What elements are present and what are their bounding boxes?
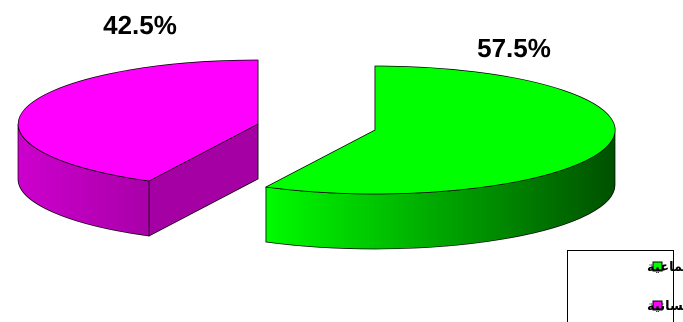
slice-1-top	[17, 59, 259, 182]
data-label-0: 57.5%	[477, 33, 551, 63]
legend-label-0: علوم اجتماعية	[647, 260, 683, 275]
legend-swatch-1	[652, 300, 663, 311]
data-label-1: 42.5%	[103, 10, 177, 40]
pie-slice-0	[264, 65, 616, 250]
legend: علوم اجتماعية علوم إنسانية	[567, 250, 683, 322]
slice-0-top	[264, 65, 616, 195]
legend-label-1: علوم إنسانية	[647, 299, 683, 314]
pie-slice-1	[17, 59, 259, 237]
legend-swatch-0	[652, 261, 663, 272]
